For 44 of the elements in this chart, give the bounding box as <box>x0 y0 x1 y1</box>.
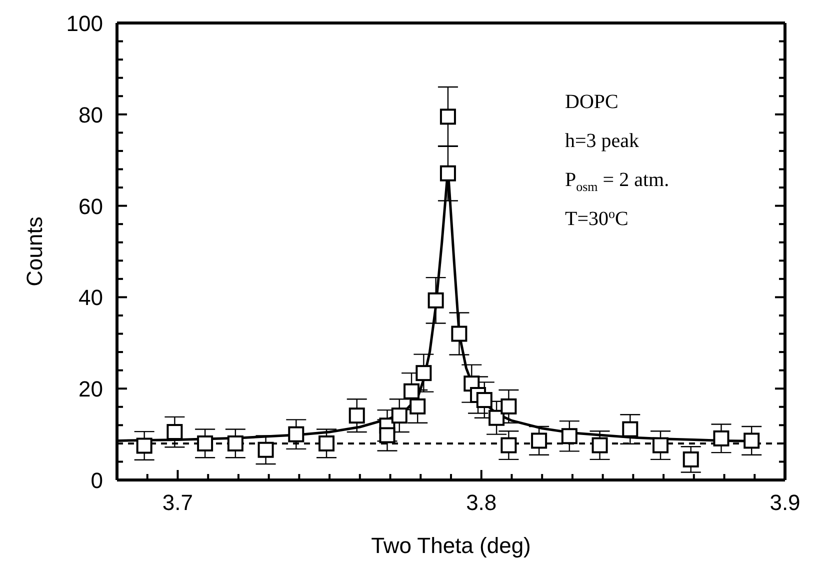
y-tick-label: 80 <box>78 102 103 128</box>
text: P$_{osm}$ = 2 atm. <box>565 169 670 194</box>
point <box>488 410 505 426</box>
point <box>682 451 699 468</box>
y-tick-label: 100 <box>66 11 103 36</box>
point <box>227 435 244 452</box>
point <box>531 432 548 449</box>
point <box>744 432 760 449</box>
point <box>592 437 608 454</box>
x-tick-label: 3.7 <box>162 490 194 515</box>
y-tick-label: 20 <box>78 376 103 402</box>
point <box>428 292 444 308</box>
point <box>440 165 456 182</box>
point <box>451 326 468 342</box>
point <box>440 108 456 125</box>
point <box>500 437 517 454</box>
point <box>652 437 669 454</box>
point <box>348 408 365 424</box>
point <box>318 435 335 452</box>
point <box>391 408 408 424</box>
x-axis-title: Two Theta (deg) <box>371 533 531 558</box>
point <box>197 435 214 452</box>
point <box>166 424 183 440</box>
point <box>622 421 638 438</box>
point <box>416 365 432 382</box>
point <box>500 398 517 414</box>
point <box>410 398 426 414</box>
x-tick-label: 3.9 <box>770 490 800 515</box>
text: T=30$^{o}$C <box>565 206 628 230</box>
point <box>288 426 304 442</box>
point <box>476 392 492 408</box>
point <box>713 430 730 446</box>
point <box>258 442 274 458</box>
y-tick-label: 0 <box>90 468 103 493</box>
y-tick-label: 40 <box>78 285 103 310</box>
point <box>136 438 152 454</box>
x-tick-label: 3.8 <box>466 490 497 515</box>
y-axis-title: Counts <box>22 216 47 286</box>
y-tick-label: 60 <box>78 194 103 219</box>
point <box>379 427 396 444</box>
text: h=3 peak <box>565 130 640 152</box>
point <box>561 428 578 444</box>
text: DOPC <box>565 91 618 113</box>
point <box>404 383 420 400</box>
